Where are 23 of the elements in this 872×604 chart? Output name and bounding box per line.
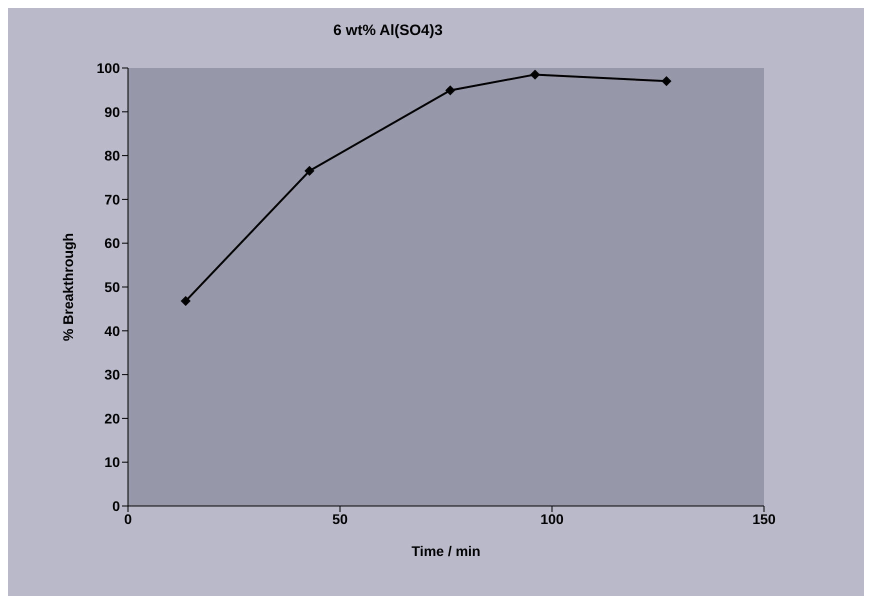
x-axis-title: Time / min [412, 543, 480, 559]
point [530, 70, 540, 80]
y-tick-label: 40 [104, 322, 120, 339]
y-tick-label: 80 [104, 148, 120, 164]
x-tick-label: 100 [540, 510, 564, 527]
y-tick-label: 70 [104, 191, 120, 208]
point [445, 85, 456, 96]
y-axis-title: % Breakthrough [60, 232, 76, 342]
y-tick-label: 100 [96, 60, 120, 76]
y-tick-label: 50 [104, 278, 120, 295]
point [304, 166, 314, 176]
y-tick-label: 30 [104, 366, 120, 383]
point [180, 296, 191, 306]
y-tick-label: 20 [104, 410, 120, 426]
y-tick-label: 0 [112, 498, 120, 514]
x-tick-label: 50 [332, 510, 348, 527]
x-tick-label: 150 [752, 510, 776, 527]
point [661, 76, 672, 86]
y-tick-label: 10 [104, 454, 120, 470]
chart-title: 6 wt% Al(SO4)3 [332, 22, 444, 39]
x-tick-label: 0 [124, 510, 132, 527]
y-tick-label: 60 [104, 235, 120, 252]
y-tick-label: 90 [104, 104, 120, 120]
